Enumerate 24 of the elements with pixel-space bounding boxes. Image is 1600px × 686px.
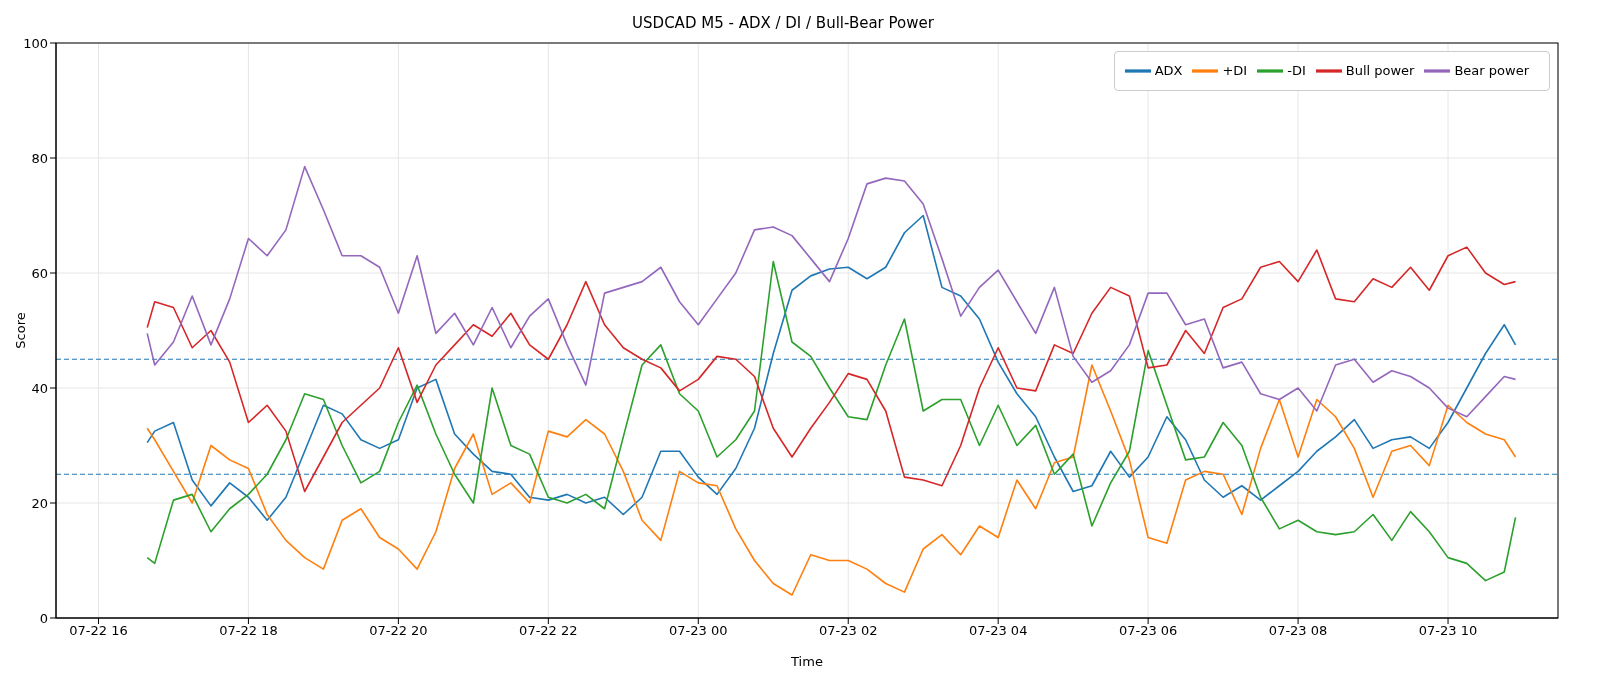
x-tick-label: 07-23 04 [968,623,1028,639]
y-tick-label: 80 [31,150,48,166]
y-tick-label: 60 [31,265,48,281]
chart-title: USDCAD M5 - ADX / DI / Bull-Bear Power [631,14,935,32]
y-tick-label: 100 [23,35,48,51]
y-tick-label: 40 [31,380,48,396]
x-tick-label: 07-22 16 [69,623,128,639]
legend-label: Bear power [1454,62,1529,78]
y-axis-title: Score [12,312,28,349]
y-tick-label: 20 [31,495,48,511]
legend-label: Bull power [1345,62,1415,78]
x-tick-label: 07-22 18 [219,623,278,639]
x-tick-label: 07-23 08 [1268,623,1328,639]
x-tick-label: 07-22 22 [519,623,578,639]
legend-label: -DI [1287,62,1306,78]
x-tick-label: 07-22 20 [369,623,428,639]
legend-label: +DI [1222,62,1248,78]
x-tick-label: 07-23 06 [1118,623,1178,639]
y-tick-label: 0 [39,610,48,626]
x-axis-title: Time [790,654,823,669]
x-tick-label: 07-23 02 [819,623,878,639]
x-tick-label: 07-23 00 [669,623,728,639]
x-tick-label: 07-23 10 [1418,623,1478,639]
legend-label: ADX [1154,62,1183,78]
